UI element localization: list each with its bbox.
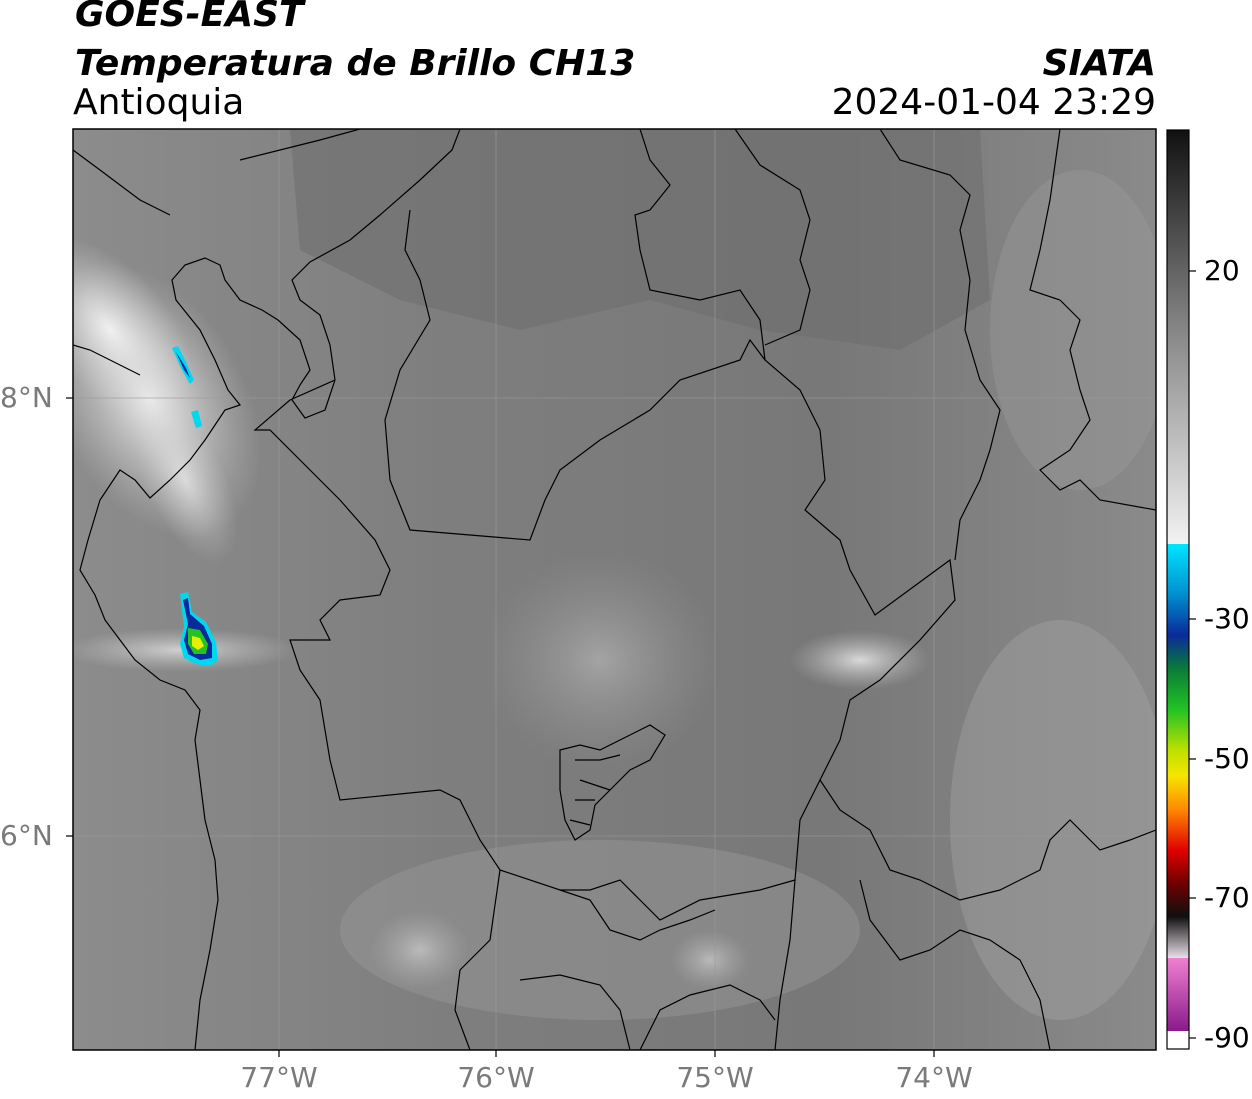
lat-label-6n: 6°N [0,819,53,852]
lat-label-8n: 8°N [0,381,53,414]
lon-label-77w: 77°W [240,1061,318,1094]
colorbar-tick-minus30: -30 [1204,602,1250,635]
lon-label-75w: 75°W [676,1061,754,1094]
gridlines [73,129,1156,1050]
colorbar-tick-minus50: -50 [1204,742,1250,775]
colorbar [1166,129,1196,1050]
coastline [79,129,461,1050]
region-label: Antioquia [73,82,245,123]
administrative-boundaries [73,129,1156,1050]
aburra-valley-boundary [559,724,666,841]
lon-label-76w: 76°W [457,1061,535,1094]
brightness-temperature-field [73,129,1156,1050]
colorbar-tick-minus70: -70 [1204,881,1250,914]
lon-label-74w: 74°W [895,1061,973,1094]
colorbar-tick-minus90: -90 [1204,1021,1250,1054]
organization-label: SIATA [1042,43,1156,84]
product-title: Temperatura de Brillo CH13 [75,43,636,84]
convective-cell-west [180,592,218,666]
colorbar-tick-20: 20 [1204,254,1240,287]
timestamp-label: 2024-01-04 23:29 [831,82,1156,123]
convective-cell-north [172,346,202,428]
satellite-title: GOES-EAST [75,0,304,35]
map-frame [72,128,1157,1051]
